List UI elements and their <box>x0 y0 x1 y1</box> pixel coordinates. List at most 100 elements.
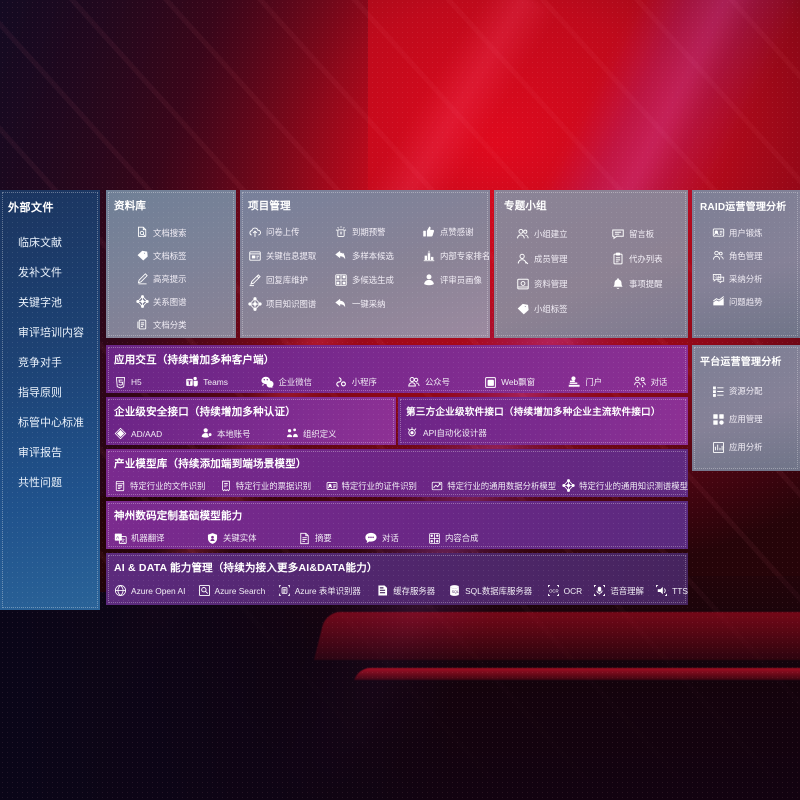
security-item-ad-aad[interactable]: AD/AAD <box>114 427 200 440</box>
raid-item-issue-trend[interactable]: 问题趋势 <box>712 290 796 313</box>
receipt-recognize-icon <box>220 480 232 492</box>
group-item-create-group[interactable]: 小组建立 <box>516 221 611 246</box>
summary-doc-icon <box>298 532 311 545</box>
app-item-wecom[interactable]: 企业微信 <box>260 375 333 389</box>
ai-item-azure-openai[interactable]: Azure Open AI <box>114 584 198 597</box>
label: 内部专家排名 <box>440 251 491 261</box>
panel-raid-analysis: RAID运营管理分析 用户锻炼 角色管理 QA 采纳分析 问题趋势 <box>692 190 800 338</box>
app-item-web-popup[interactable]: Web飘窗 <box>484 376 567 389</box>
panel-library: 资料库 文档搜索 文档标签 高亮提示 关系图谱 <box>106 190 236 338</box>
raid-item-user-training[interactable]: 用户锻炼 <box>712 221 796 244</box>
label: 对话 <box>382 533 399 543</box>
group-item-item-reminder[interactable]: 事项提醒 <box>611 271 682 296</box>
teams-icon <box>185 375 199 389</box>
library-item-document-classify[interactable]: 文档分类 <box>136 313 230 336</box>
project-item-multi-candidate-generate[interactable]: 多候选生成 <box>334 268 422 292</box>
industry-item-file-recognition[interactable]: 特定行业的文件识别 <box>114 480 220 492</box>
sidebar-item-common-issues[interactable]: 共性问题 <box>18 477 62 489</box>
project-item-key-info-extract[interactable]: 关键信息提取 <box>248 244 334 268</box>
raid-title: RAID运营管理分析 <box>700 202 787 213</box>
chat-bubble-icon <box>364 531 378 545</box>
group-item-material-manage[interactable]: 资料管理 <box>516 271 611 296</box>
thirdparty-item-api-designer[interactable]: API自动化设计器 <box>406 426 487 439</box>
id-card-icon <box>326 480 338 492</box>
industry-item-knowledge-graph-model[interactable]: 特定行业的通用知识测谱模型 <box>562 479 688 492</box>
panel-app-interaction: 应用交互（持续增加多种客户端） H5 Teams 企业微信 小程序 <box>106 345 688 393</box>
ai-item-form-recognizer[interactable]: Azure 表单识别器 <box>278 584 377 597</box>
base-item-summary[interactable]: 摘要 <box>298 532 364 545</box>
industry-item-data-analysis-model[interactable]: 特定行业的通用数据分析模型 <box>431 480 562 492</box>
library-item-highlight-hint[interactable]: 高亮提示 <box>136 267 230 290</box>
project-item-one-click-adopt[interactable]: 一键采纳 <box>334 292 422 316</box>
library-item-document-search[interactable]: 文档搜索 <box>136 221 230 244</box>
ai-item-sql-database[interactable]: SQL SQL数据库服务器 <box>448 584 547 597</box>
project-item-expiry-alert[interactable]: 到期预警 <box>334 220 422 244</box>
ai-item-tts[interactable]: TTS <box>655 584 688 597</box>
security-item-org-define[interactable]: 组织定义 <box>286 427 372 440</box>
label: 对话 <box>650 377 668 387</box>
panel-project-management: 项目管理 问卷上传 到期预警 点赞感谢 关键信息提取 <box>240 190 490 338</box>
label: 文档搜索 <box>153 227 187 238</box>
label: 多样本候选 <box>352 251 394 261</box>
sidebar-item-review-training[interactable]: 审评培训内容 <box>18 327 84 339</box>
app-item-miniprogram[interactable]: 小程序 <box>334 375 407 389</box>
app-item-dialog[interactable]: 对话 <box>633 375 688 389</box>
api-gear-icon <box>406 426 419 439</box>
label: Azure Search <box>214 585 266 596</box>
base-item-key-entity[interactable]: 关键实体 <box>206 532 298 545</box>
group-item-member-manage[interactable]: 成员管理 <box>516 246 611 271</box>
group-item-todo-list[interactable]: 代办列表 <box>611 246 682 271</box>
ai-item-cache-server[interactable]: 缓存服务器 <box>376 584 448 597</box>
industry-item-id-recognition[interactable]: 特定行业的证件识别 <box>326 480 432 492</box>
group-item-message-board[interactable]: 留言板 <box>611 221 682 246</box>
app-item-h5[interactable]: H5 <box>114 376 185 389</box>
group-add-icon <box>516 227 530 241</box>
message-board-icon <box>611 227 625 241</box>
wrench-pen-icon <box>248 273 262 287</box>
app-item-official-account[interactable]: 公众号 <box>407 375 484 389</box>
library-title: 资料库 <box>114 200 147 212</box>
library-item-document-tag[interactable]: 文档标签 <box>136 244 230 267</box>
base-item-dialog[interactable]: 对话 <box>364 531 428 545</box>
sidebar-item-standards-center[interactable]: 标管中心标准 <box>18 417 84 429</box>
platform-item-app-analytics[interactable]: 应用分析 <box>712 433 796 461</box>
sidebar-item-competitors[interactable]: 竞争对手 <box>18 357 62 369</box>
speech-understanding-icon <box>593 584 606 597</box>
ai-item-speech-understanding[interactable]: 语音理解 <box>593 584 655 597</box>
label: 资源分配 <box>729 386 763 396</box>
label: 小组标签 <box>534 303 568 314</box>
sidebar-item-clinical-literature[interactable]: 临床文献 <box>18 237 62 249</box>
app-item-portal[interactable]: 门户 <box>567 375 632 389</box>
project-item-internal-expert-rank[interactable]: 内部专家排名 <box>422 244 490 268</box>
platform-item-resource-allocation[interactable]: 资源分配 <box>712 377 796 405</box>
label: 评审员画像 <box>440 275 482 285</box>
raid-item-role-manage[interactable]: 角色管理 <box>712 244 796 267</box>
base-item-content-compose[interactable]: 内容合成 <box>428 532 479 545</box>
raid-item-adoption-analysis[interactable]: QA 采纳分析 <box>712 267 796 290</box>
project-item-survey-upload[interactable]: 问卷上传 <box>248 220 334 244</box>
ai-item-azure-search[interactable]: Azure Search <box>198 584 278 597</box>
label: Teams <box>203 377 228 387</box>
sidebar-item-keyword-pool[interactable]: 关键字池 <box>18 297 62 309</box>
platform-item-app-management[interactable]: 应用管理 <box>712 405 796 433</box>
app-item-teams[interactable]: Teams <box>185 375 260 389</box>
sidebar-item-supplement-files[interactable]: 发补文件 <box>18 267 62 279</box>
sidebar-item-review-report[interactable]: 审评报告 <box>18 447 62 459</box>
group-item-group-tag[interactable]: 小组标签 <box>516 296 611 321</box>
label: Azure 表单识别器 <box>294 585 361 596</box>
label: 问卷上传 <box>266 227 300 237</box>
project-item-project-knowledge-graph[interactable]: 项目知识图谱 <box>248 292 334 316</box>
svg-text:文: 文 <box>121 536 126 543</box>
industry-item-receipt-recognition[interactable]: 特定行业的票据识别 <box>220 480 326 492</box>
project-item-multi-sample-candidate[interactable]: 多样本候选 <box>334 244 422 268</box>
project-item-reply-library-maintain[interactable]: 回复库维护 <box>248 268 334 292</box>
cloud-upload-icon <box>248 225 262 239</box>
ai-item-ocr[interactable]: OCR OCR <box>547 584 594 597</box>
library-item-relation-graph[interactable]: 关系图谱 <box>136 290 230 313</box>
sidebar-item-guidelines[interactable]: 指导原则 <box>18 387 62 399</box>
project-item-thanks-like[interactable]: 点赞感谢 <box>422 220 490 244</box>
security-item-local-account[interactable]: 本地账号 <box>200 427 286 440</box>
project-item-reviewer-profile[interactable]: 评审员画像 <box>422 268 490 292</box>
